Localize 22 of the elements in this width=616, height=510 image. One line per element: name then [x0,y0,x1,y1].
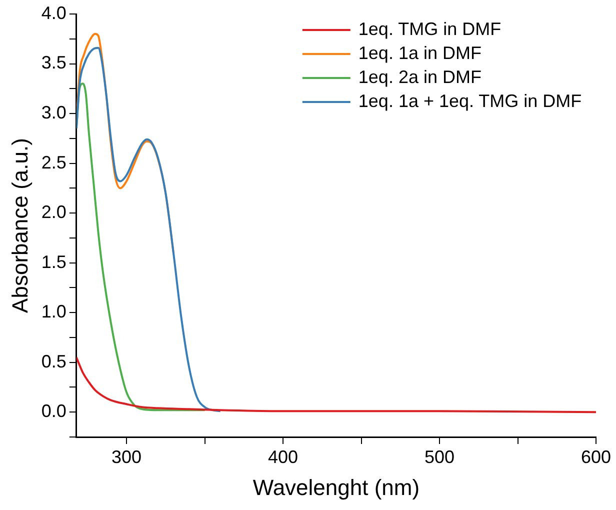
x-tick-label: 600 [580,446,612,467]
line-series [76,356,596,414]
y-tick-label: 0.0 [41,401,66,422]
y-tick-label: 3.0 [41,102,66,122]
y-tick-label: 2.5 [41,152,66,172]
x-tick-label: 500 [424,446,455,467]
y-tick-label: 0.5 [41,351,66,372]
y-tick-label: 4.0 [41,2,66,23]
y-tick-label: 2.0 [41,202,66,222]
legend-label: 1eq. 2a in DMF [358,66,482,87]
y-axis-title: Absorbance (a.u.) [7,138,32,313]
legend-label: 1eq. 1a in DMF [358,42,482,63]
x-tick-label: 400 [268,446,298,467]
line-series [76,82,206,412]
line-series [76,46,222,412]
legend-label: 1eq. TMG in DMF [358,18,502,39]
x-axis-title: Wavelenght (nm) [252,474,420,500]
legend-label: 1eq. 1a + 1eq. TMG in DMF [358,90,582,111]
y-tick-label: 1.5 [41,252,66,272]
y-tick-label: 1.0 [41,302,66,322]
y-tick-label: 3.5 [41,52,66,73]
x-tick-label: 300 [111,446,142,467]
